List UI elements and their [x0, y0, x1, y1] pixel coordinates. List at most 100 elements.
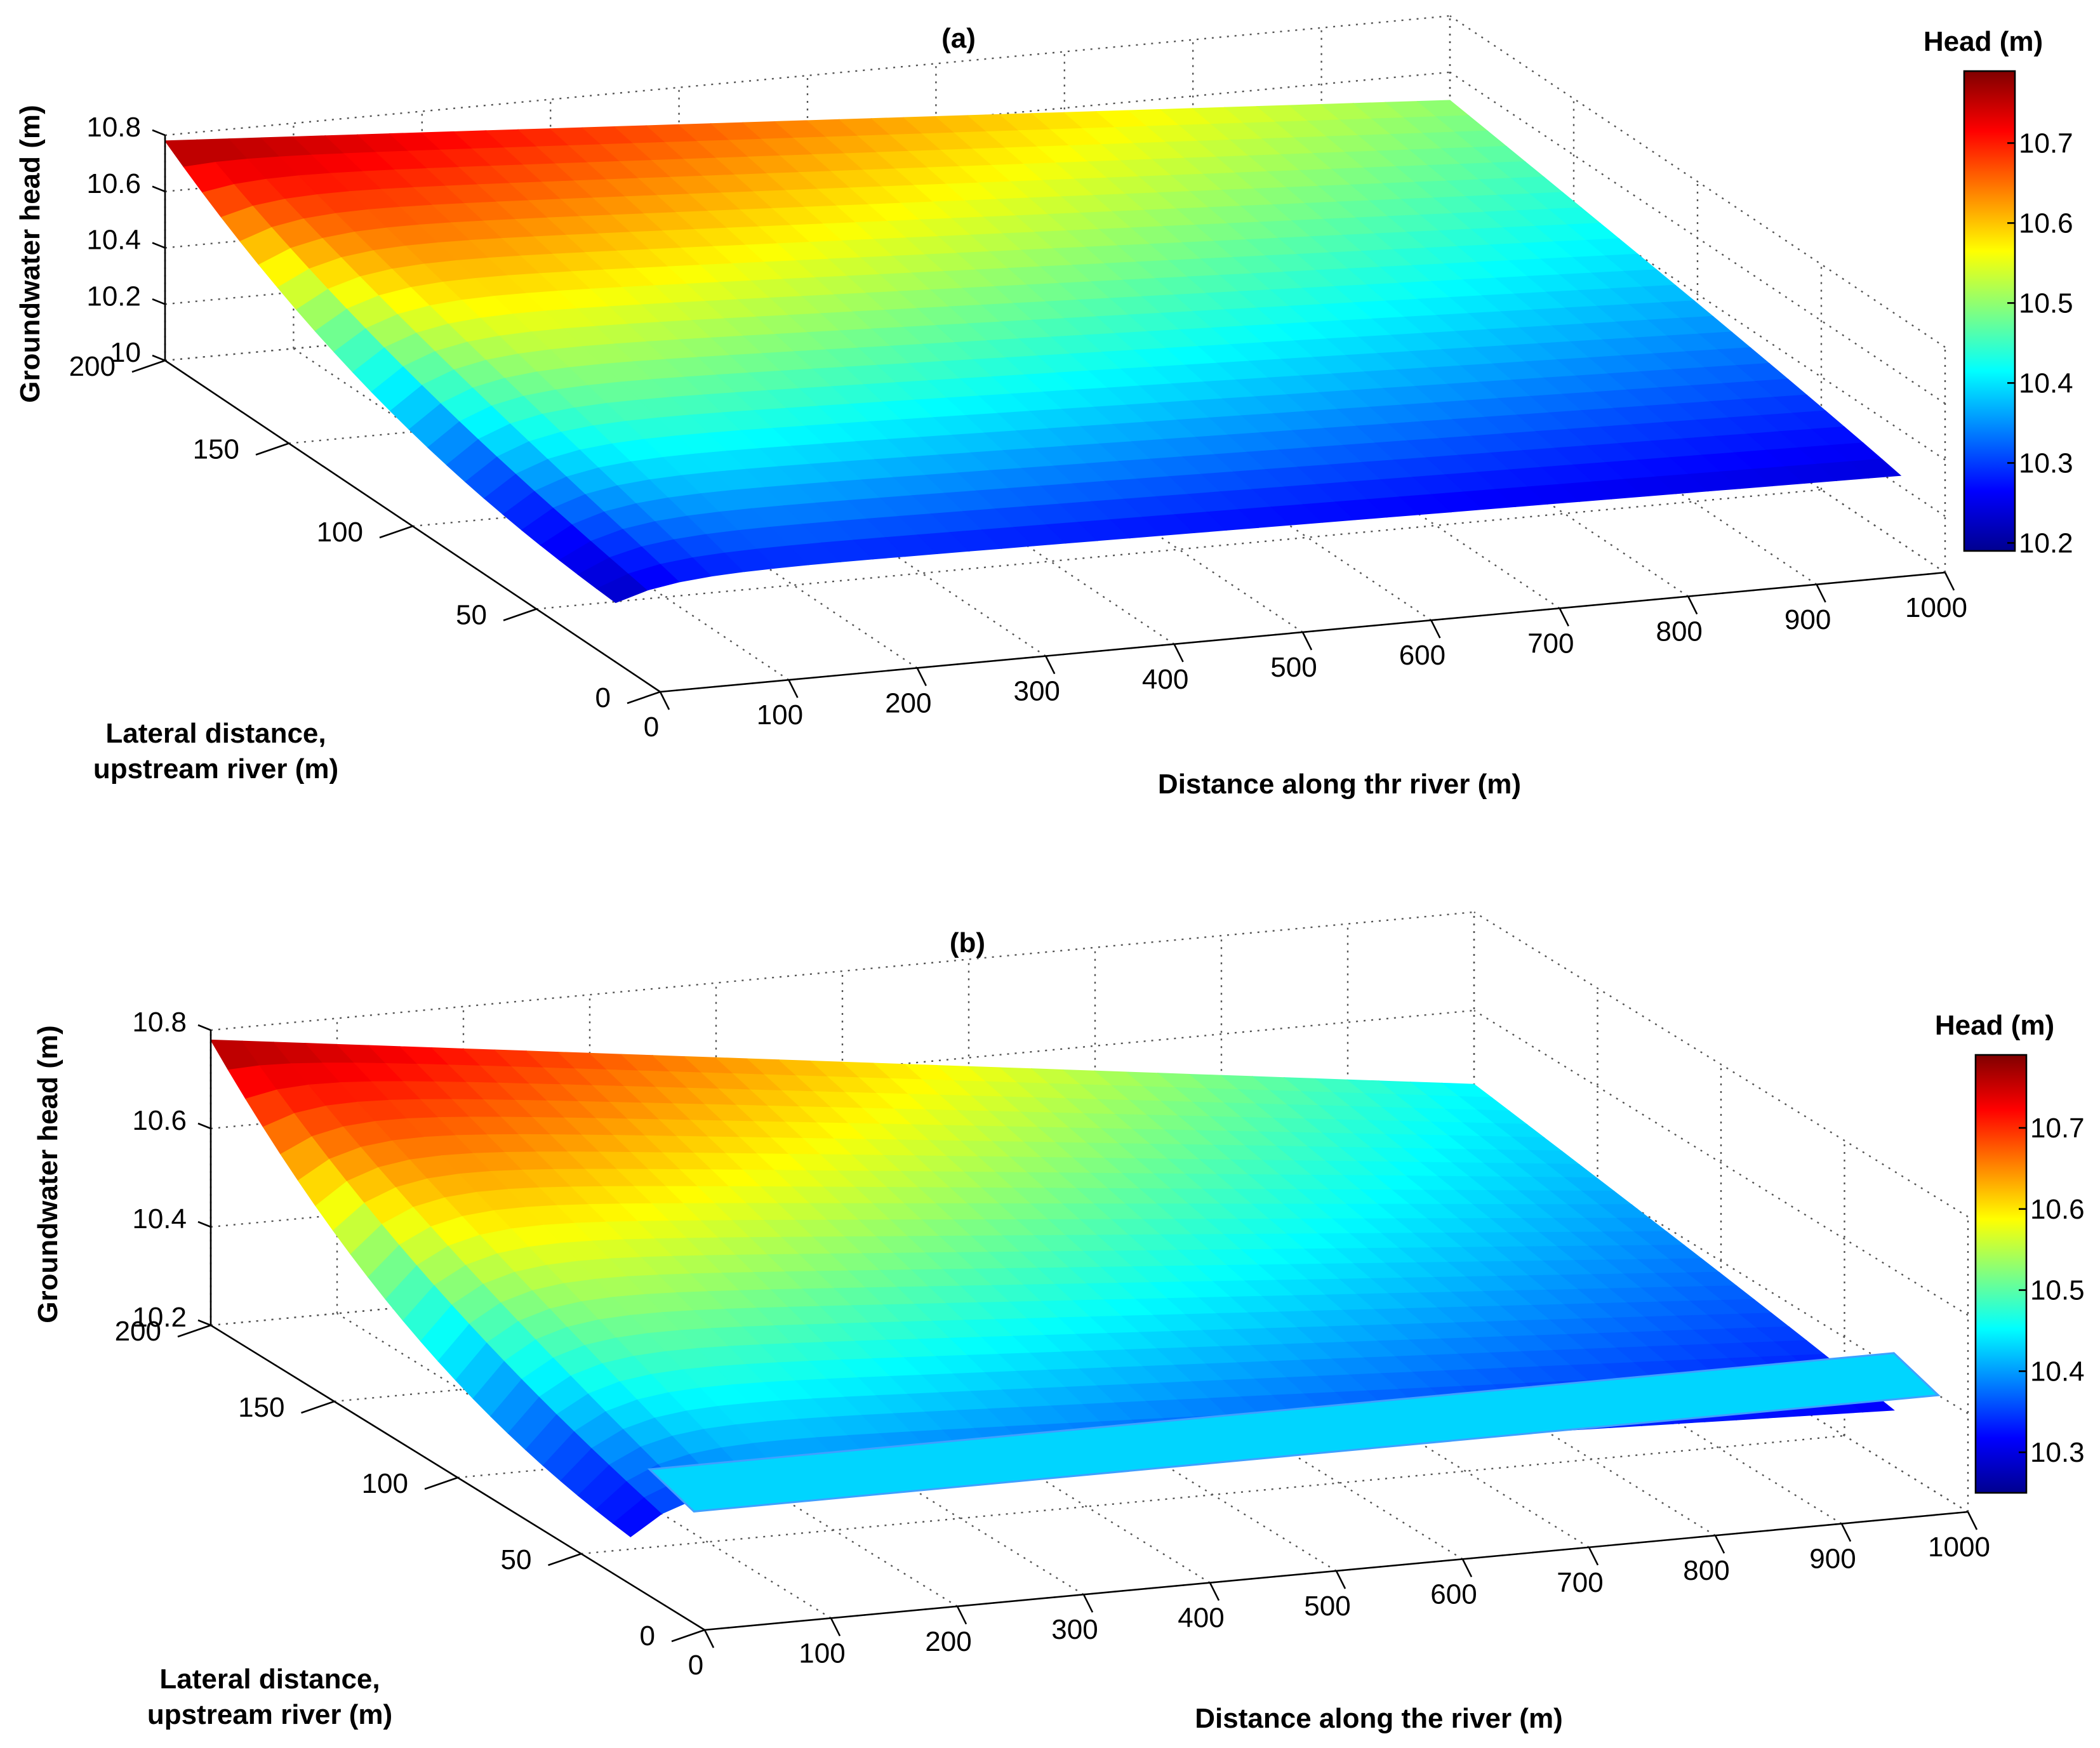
z-tick	[152, 242, 166, 249]
colorbar-tick-label: 10.7	[2030, 1113, 2085, 1144]
z-tick-label: 10.2	[86, 281, 141, 312]
surface	[209, 1039, 1941, 1537]
x-tick	[916, 667, 927, 686]
panel-title: (b)	[950, 927, 985, 958]
y-tick-label: 200	[115, 1316, 161, 1347]
x-tick-label: 200	[885, 687, 931, 718]
x-tick	[1944, 572, 1955, 591]
x-tick-label: 500	[1304, 1591, 1350, 1622]
z-tick	[197, 1122, 211, 1130]
x-tick-label: 700	[1557, 1567, 1603, 1598]
x-tick-label: 500	[1270, 652, 1317, 683]
y-axis-title-line1: Lateral distance,	[105, 718, 326, 749]
z-tick-label: 10.6	[86, 168, 141, 199]
colorbar-tick-label: 10.7	[2019, 128, 2073, 159]
x-tick	[703, 1629, 715, 1648]
x-tick-label: 100	[799, 1638, 845, 1669]
x-tick-label: 1000	[1905, 592, 1967, 623]
x-tick	[659, 691, 670, 710]
colorbar-gradient	[1974, 1054, 2028, 1494]
z-tick	[152, 354, 166, 362]
y-tick-label: 150	[238, 1392, 284, 1423]
x-tick-label: 100	[757, 699, 803, 731]
z-tick-label: 10.2	[132, 1302, 187, 1333]
x-tick-label: 800	[1656, 616, 1702, 647]
y-tick	[255, 442, 289, 456]
colorbar-title: Head (m)	[1924, 26, 2043, 57]
z-axis-title: Groundwater head (m)	[32, 1025, 63, 1323]
x-axis-title: Distance along thr river (m)	[1158, 769, 1521, 800]
y-tick	[671, 1629, 705, 1643]
y-axis-title-line2: upstream river (m)	[93, 753, 338, 785]
panel-a: 0 100 200 300 400 500 600 700 800 900 1000 0 50 100 15…	[15, 15, 2073, 800]
y-tick	[424, 1476, 458, 1490]
x-tick-label: 200	[925, 1626, 971, 1657]
x-tick-label: 400	[1142, 664, 1188, 695]
colorbar-tick-label: 10.6	[2019, 208, 2073, 239]
x-tick-label: 900	[1784, 604, 1831, 635]
z-tick	[152, 298, 166, 305]
x-tick	[1045, 656, 1056, 675]
colorbar-tick-label: 10.3	[2030, 1437, 2085, 1468]
x-tick-label: 800	[1683, 1555, 1729, 1586]
x-tick	[1301, 632, 1313, 651]
y-tick-label: 0	[595, 682, 611, 713]
z-axis-title: Groundwater head (m)	[15, 105, 46, 402]
x-tick-label: 0	[688, 1650, 703, 1681]
x-tick	[788, 679, 799, 698]
colorbar-tick-label: 10.2	[2019, 527, 2073, 559]
z-tick	[197, 1319, 211, 1327]
x-tick	[1714, 1535, 1725, 1554]
y-tick-label: 50	[456, 600, 487, 631]
grid-line	[1473, 911, 1969, 1218]
x-tick	[1816, 584, 1826, 603]
river-band	[647, 1352, 1941, 1513]
z-tick	[197, 1221, 211, 1228]
z-tick-label: 10	[110, 337, 141, 368]
y-tick	[627, 691, 661, 705]
x-tick	[830, 1617, 841, 1636]
y-tick	[131, 359, 166, 373]
x-tick	[1840, 1523, 1852, 1542]
x-tick-label: 900	[1809, 1544, 1856, 1575]
z-tick-label: 10.8	[86, 112, 141, 143]
panel-title: (a)	[941, 23, 976, 54]
y-tick-label: 0	[640, 1620, 655, 1652]
colorbar-tick-label: 10.5	[2019, 288, 2073, 319]
x-tick	[1967, 1511, 1978, 1530]
grid-line	[210, 911, 1475, 1031]
z-tick-label: 10.8	[132, 1007, 187, 1038]
x-tick	[1335, 1570, 1346, 1589]
y-axis-title-line2: upstream river (m)	[147, 1699, 392, 1730]
y-tick-label: 50	[501, 1544, 532, 1575]
surface-cell	[1849, 458, 1902, 479]
x-axis-title: Distance along the river (m)	[1195, 1703, 1562, 1734]
x-tick	[1558, 607, 1569, 626]
x-tick-label: 1000	[1928, 1532, 1990, 1563]
colorbar-tick-label: 10.4	[2030, 1356, 2085, 1387]
y-tick	[503, 608, 537, 621]
grid-line	[1449, 71, 1946, 404]
surface	[164, 100, 1902, 604]
z-tick-label: 10.6	[132, 1105, 187, 1136]
z-tick	[197, 1024, 211, 1031]
y-tick	[548, 1553, 581, 1566]
colorbar-tick-label: 10.3	[2019, 447, 2073, 479]
x-tick	[956, 1606, 967, 1625]
grid-line	[1449, 15, 1946, 348]
panel-b: 0 100 200 300 400 500 600 700 800 900 1000 0 50 100 15…	[32, 911, 2085, 1734]
y-tick-label: 100	[317, 517, 363, 548]
y-tick	[177, 1324, 211, 1338]
x-tick-label: 600	[1430, 1579, 1477, 1610]
z-tick	[152, 129, 166, 136]
y-tick	[301, 1400, 335, 1414]
x-tick-label: 400	[1178, 1603, 1224, 1634]
grid-line	[1473, 1108, 1969, 1415]
x-tick	[1687, 596, 1698, 615]
x-tick-label: 700	[1527, 628, 1574, 659]
colorbar-gradient	[1963, 70, 2016, 552]
x-tick	[1430, 619, 1441, 639]
y-axis-title-line1: Lateral distance,	[159, 1664, 380, 1695]
colorbar-tick-label: 10.5	[2030, 1275, 2085, 1306]
